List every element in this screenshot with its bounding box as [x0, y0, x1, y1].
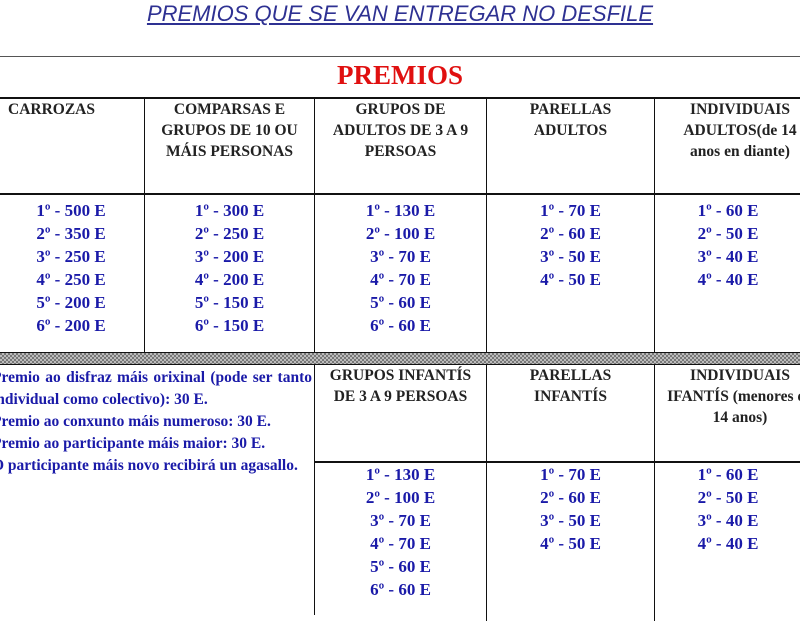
prize: 2º - 50 E — [697, 488, 759, 507]
note: Premio ao conxunto máis numeroso: 30 E. — [0, 413, 271, 430]
note: Premio ao disfraz máis orixinal (pode se… — [0, 369, 312, 408]
prize: 4º - 250 E — [36, 270, 106, 289]
prize: 2º - 100 E — [365, 488, 436, 507]
special-prizes-notes: Premio ao disfraz máis orixinal (pode se… — [0, 367, 312, 477]
prize: 4º - 70 E — [370, 270, 431, 289]
prize: 1º - 500 E — [36, 201, 106, 220]
prizes-grupos-adultos: 1º - 130 E 2º - 100 E 3º - 70 E 4º - 70 … — [315, 193, 487, 352]
prizes-carrozas: 1º - 500 E 2º - 350 E 3º - 250 E 4º - 25… — [0, 193, 145, 352]
header-comparsas: COMPARSAS E GRUPOS DE 10 OU MÁIS PERSONA… — [145, 97, 315, 193]
prize: 3º - 70 E — [370, 247, 431, 266]
table-border — [0, 97, 800, 99]
prize: 3º - 50 E — [540, 247, 601, 266]
prize: 1º - 300 E — [194, 201, 265, 220]
prize: 1º - 130 E — [365, 201, 436, 220]
prize: 2º - 60 E — [540, 224, 601, 243]
prize: 2º - 250 E — [194, 224, 265, 243]
prize: 1º - 70 E — [540, 201, 601, 220]
prize: 3º - 40 E — [697, 247, 759, 266]
prize: 1º - 130 E — [365, 465, 436, 484]
header-individuais-infantis: INDIVIDUAIS IFANTÍS (menores de 14 anos) — [667, 367, 800, 426]
header-parellas-adultos: PARELLAS ADULTOS — [487, 97, 655, 193]
prizes-comparsas: 1º - 300 E 2º - 250 E 3º - 200 E 4º - 20… — [145, 193, 315, 352]
document-title: PREMIOS QUE SE VAN ENTREGAR NO DESFILE — [146, 1, 654, 26]
prize: 3º - 200 E — [194, 247, 265, 266]
prizes-parellas-infantis: 1º - 70 E 2º - 60 E 3º - 50 E 4º - 50 E — [487, 461, 655, 621]
prize: 2º - 100 E — [365, 224, 436, 243]
prize: 2º - 60 E — [540, 488, 601, 507]
prize: 5º - 150 E — [194, 293, 265, 312]
prize: 6º - 60 E — [370, 580, 431, 599]
prize: 6º - 60 E — [370, 316, 431, 335]
prize: 4º - 40 E — [697, 270, 759, 289]
header-parellas-infantis: PARELLAS INFANTÍS — [487, 365, 655, 461]
divider — [0, 56, 800, 57]
prize: 6º - 200 E — [36, 316, 106, 335]
prize: 5º - 60 E — [370, 293, 431, 312]
note: O participante máis novo recibirá un aga… — [0, 457, 298, 474]
prize: 4º - 50 E — [540, 534, 601, 553]
prize: 1º - 70 E — [540, 465, 601, 484]
prize: 1º - 60 E — [697, 465, 759, 484]
prize: 2º - 350 E — [36, 224, 106, 243]
prizes-table: CARROZAS COMPARSAS E GRUPOS DE 10 OU MÁI… — [0, 97, 800, 621]
prize: 1º - 60 E — [697, 201, 759, 220]
notes-cell — [0, 365, 315, 615]
prize: 4º - 70 E — [370, 534, 431, 553]
prize: 4º - 200 E — [194, 270, 265, 289]
header-grupos-adultos: GRUPOS DE ADULTOS DE 3 A 9 PERSOAS — [315, 97, 487, 193]
section-separator — [0, 352, 800, 365]
prizes-individuais-infantis: 1º - 60 E 2º - 50 E 3º - 40 E 4º - 40 E — [655, 461, 800, 621]
prizes-parellas-adultos: 1º - 70 E 2º - 60 E 3º - 50 E 4º - 50 E — [487, 193, 655, 352]
header-grupos-infantis: GRUPOS INFANTÍS DE 3 A 9 PERSOAS — [315, 365, 487, 461]
prize: 6º - 150 E — [194, 316, 265, 335]
prize: 5º - 60 E — [370, 557, 431, 576]
table-border — [315, 461, 800, 463]
header-individuais-adultos: INDIVIDUAIS ADULTOS(de 14 anos en diante… — [683, 101, 797, 160]
prize: 3º - 50 E — [540, 511, 601, 530]
note: Premio ao participante máis maior: 30 E. — [0, 435, 266, 452]
prize: 3º - 250 E — [36, 247, 106, 266]
prize: 3º - 70 E — [370, 511, 431, 530]
prizes-heading: PREMIOS — [336, 60, 463, 90]
header-carrozas: CARROZAS — [0, 97, 145, 193]
prize: 2º - 50 E — [697, 224, 759, 243]
prize: 5º - 200 E — [36, 293, 106, 312]
prizes-grupos-infantis: 1º - 130 E 2º - 100 E 3º - 70 E 4º - 70 … — [315, 461, 487, 621]
prize: 3º - 40 E — [697, 511, 759, 530]
prize: 4º - 50 E — [540, 270, 601, 289]
prizes-individuais-adultos: 1º - 60 E 2º - 50 E 3º - 40 E 4º - 40 E — [655, 193, 800, 352]
prize: 4º - 40 E — [697, 534, 759, 553]
table-border — [0, 193, 800, 195]
